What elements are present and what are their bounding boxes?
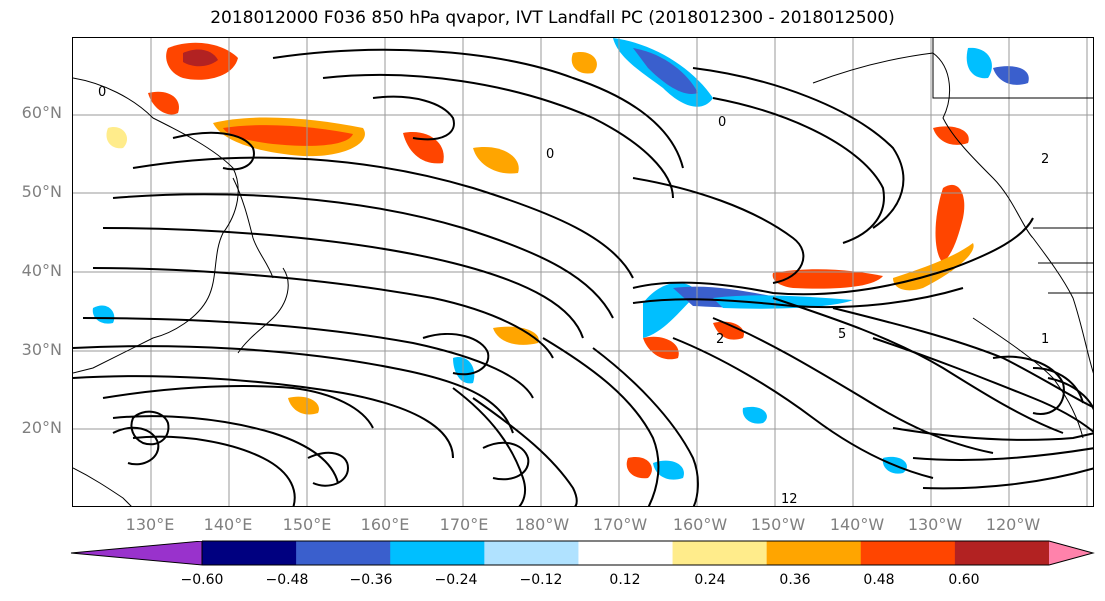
graticule	[73, 38, 1093, 506]
contour-label: 2	[716, 332, 724, 347]
contour-label: 1	[1041, 332, 1049, 347]
colorbar-tick: −0.48	[265, 572, 309, 588]
colorbar-swatch	[578, 541, 674, 565]
colorbar-tick: 0.12	[609, 572, 641, 588]
colorbar-swatch	[484, 541, 579, 565]
lon-label-160w: 160°W	[672, 515, 728, 534]
colorbar-tick: −0.12	[519, 572, 563, 588]
map-panel: 0 0 0 1 2 2 5 12	[72, 37, 1094, 507]
colorbar-swatch	[1049, 541, 1093, 565]
map-canvas: 0 0 0 1 2 2 5 12	[73, 38, 1093, 507]
contour-label: 0	[546, 147, 554, 162]
colorbar-tick: 0.60	[948, 572, 980, 588]
contour-label: 2	[1041, 152, 1049, 167]
colorbar-swatch	[71, 541, 202, 565]
lat-label-60n: 60°N	[21, 103, 62, 122]
colorbar-swatch	[860, 541, 956, 565]
lon-label-180w: 180°W	[514, 515, 570, 534]
lon-label-170w: 170°W	[592, 515, 648, 534]
lon-label-160e: 160°E	[360, 515, 410, 534]
contour-label: 0	[98, 85, 106, 100]
lon-label-170e: 170°E	[439, 515, 489, 534]
colorbar-tick: −0.24	[434, 572, 478, 588]
colorbar-tick: 0.36	[779, 572, 811, 588]
lat-label-50n: 50°N	[21, 182, 62, 201]
colorbar	[70, 540, 1095, 566]
lon-label-120w: 120°W	[985, 515, 1041, 534]
lat-label-20n: 20°N	[21, 418, 62, 437]
lon-label-140e: 140°E	[203, 515, 253, 534]
map-title: 2018012000 F036 850 hPa qvapor, IVT Land…	[210, 8, 895, 28]
lon-label-130w: 130°W	[907, 515, 963, 534]
colorbar-swatch	[954, 541, 1050, 565]
lon-label-140w: 140°W	[829, 515, 885, 534]
colorbar-swatch	[672, 541, 768, 565]
contour-label: 5	[838, 327, 846, 342]
colorbar-swatch	[390, 541, 485, 565]
colorbar-tick: −0.60	[180, 572, 224, 588]
colorbar-swatches	[71, 541, 1093, 565]
lon-label-150e: 150°E	[282, 515, 332, 534]
colorbar-swatch	[766, 541, 862, 565]
lat-label-30n: 30°N	[21, 340, 62, 359]
colorbar-tick: 0.48	[863, 572, 895, 588]
contour-label: 0	[718, 115, 726, 130]
colorbar-tick: −0.36	[349, 572, 393, 588]
colorbar-swatch	[202, 541, 297, 565]
colorbar-tick: 0.24	[694, 572, 726, 588]
vapor-contours	[73, 48, 1093, 506]
lat-label-40n: 40°N	[21, 261, 62, 280]
colorbar-swatch	[296, 541, 391, 565]
lon-label-150w: 150°W	[750, 515, 806, 534]
contour-labels: 0 0 0 1 2 2 5 12	[98, 85, 1049, 507]
contour-label: 12	[781, 492, 798, 507]
lon-label-130e: 130°E	[125, 515, 175, 534]
